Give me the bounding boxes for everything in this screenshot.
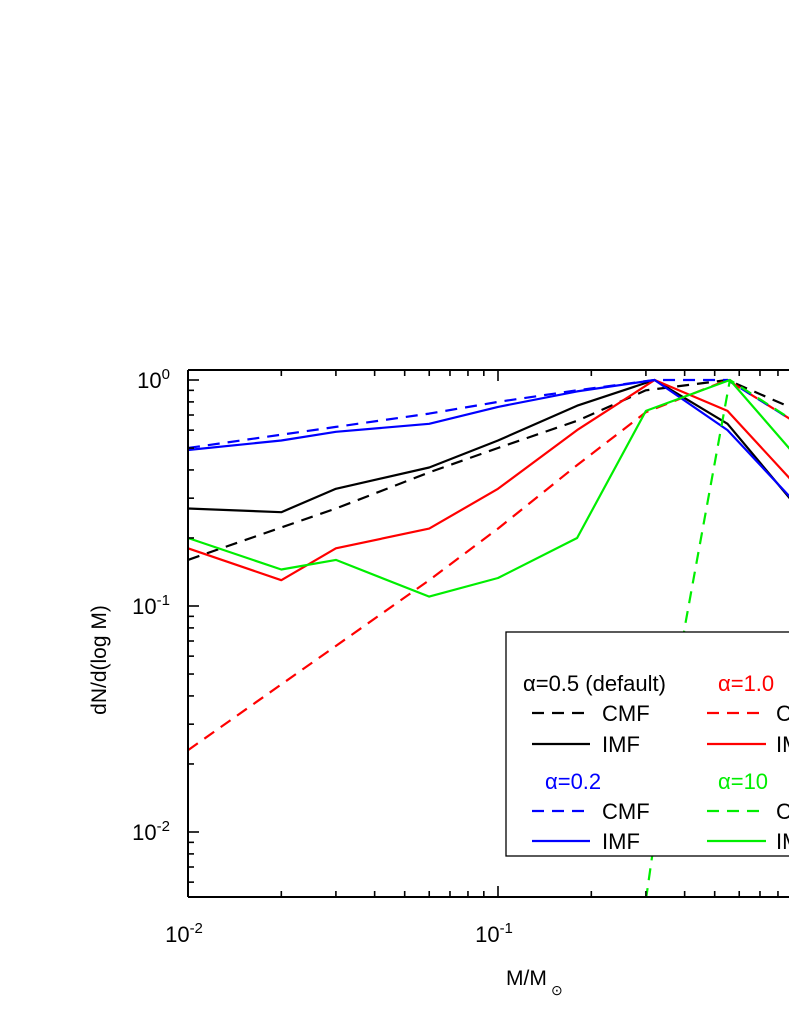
series-line--0-2-imf xyxy=(188,378,789,498)
y-tick-label: 100 xyxy=(137,366,170,393)
legend-item-label: CMF xyxy=(602,799,650,824)
x-tick-label: 10-1 xyxy=(475,920,513,947)
y-tick-label: 10-2 xyxy=(132,818,170,845)
legend-item-label: IMF xyxy=(602,732,640,757)
axes-layer: 10-2 10-1 100 10-1 10-2 xyxy=(132,366,789,947)
legend-group-title: α=0.5 (default) xyxy=(523,671,666,696)
legend-item-label: IMF xyxy=(602,829,640,854)
legend-group-title: α=1.0 xyxy=(718,671,774,696)
series-line--1-0-imf xyxy=(188,378,789,582)
x-tick-label: 10-2 xyxy=(165,920,203,947)
y-tick-label: 10-1 xyxy=(132,592,170,619)
legend-item-label: CMF xyxy=(776,701,789,726)
series-line--10-cmf xyxy=(645,378,789,897)
legend-item-label: CMF xyxy=(776,799,789,824)
legend-item-label: IMF xyxy=(776,732,789,757)
x-axis-title: M/M xyxy=(506,967,547,990)
series-line--0-5-default-imf xyxy=(188,378,789,514)
series-line--0-5-default-cmf xyxy=(188,378,789,561)
y-axis-title: dN/d(log M) xyxy=(88,605,111,715)
x-axis-title-subscript: ⊙ xyxy=(551,982,563,998)
legend-item-label: CMF xyxy=(602,701,650,726)
legend-group-title: α=0.2 xyxy=(545,769,601,794)
legend: α=0.5 (default)CMFIMFα=1.0CMFIMFα=0.2CMF… xyxy=(505,631,789,857)
axis-titles: M/M ⊙ dN/d(log M) xyxy=(88,605,563,998)
legend-item-label: IMF xyxy=(776,829,789,854)
legend-group-title: α=10 xyxy=(718,769,768,794)
series-layer xyxy=(188,378,789,897)
series-line--10-imf xyxy=(188,378,789,598)
series-line--0-2-cmf xyxy=(188,378,789,450)
